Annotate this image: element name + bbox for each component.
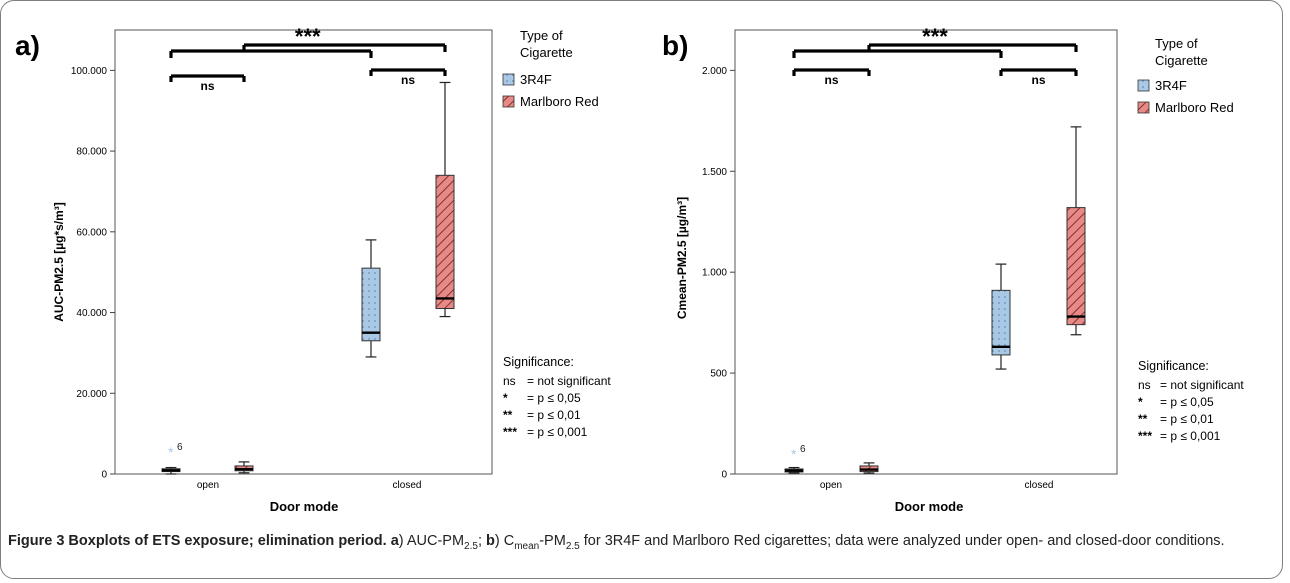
legend-b-item-3r4f: 3R4F (1155, 78, 1187, 93)
panel-a-boxes: * 6 (161, 81, 455, 475)
caption-b-text-3: for 3R4F and Marlboro Red cigarettes; da… (579, 533, 1225, 549)
legend-swatch-3r4f (502, 73, 515, 86)
legend-title-line2: Cigarette (520, 45, 573, 60)
figure-caption: Figure 3 Boxplots of ETS exposure; elimi… (8, 530, 1278, 558)
sig-b-text-1: = p ≤ 0,05 (1160, 395, 1214, 409)
legend-b-swatch-marlboro (1137, 101, 1150, 114)
significance-b-title: Significance: (1138, 359, 1209, 373)
sig-b-text-3: = p ≤ 0,001 (1160, 429, 1221, 443)
box-3r4f (991, 289, 1011, 356)
legend-item-marlboro: Marlboro Red (520, 94, 599, 109)
y-tick-label: 40.000 (76, 308, 107, 319)
outlier-label: 6 (177, 442, 183, 453)
sig-b-text-2: = p ≤ 0,01 (1160, 412, 1214, 426)
sig-text-0: = not significant (527, 374, 611, 388)
caption-a-sub: 2.5 (464, 540, 478, 552)
legend-swatch-marlboro (502, 95, 515, 108)
panel-b-x-tick-open: open (820, 480, 842, 491)
y-tick-label: 60.000 (76, 227, 107, 238)
panel-a: a) 0 20.000 40.000 60.000 80.000 100.000 * 6 n… (15, 24, 493, 514)
panel-b-significance: Significance: ns = not significant * = p… (1138, 359, 1244, 443)
panel-a-brackets: ns ns *** (169, 24, 447, 93)
panel-b-brackets: ns ns *** (792, 24, 1078, 87)
box-marlboro-red (1066, 207, 1086, 326)
y-tick-label: 100.000 (71, 66, 108, 77)
panel-a-legend: Type of Cigarette 3R4F Marlboro Red (502, 28, 599, 109)
legend-title-line1: Type of (520, 28, 563, 43)
sig-b-text-0: = not significant (1160, 378, 1244, 392)
y-tick-label: 500 (710, 369, 727, 380)
sig-sym-1: * (503, 391, 508, 405)
caption-b-sub-2: 2.5 (565, 540, 580, 552)
sig-sym-3: *** (503, 425, 517, 439)
bracket-label: ns (401, 73, 415, 87)
legend-b-swatch-3r4f (1137, 79, 1150, 92)
caption-title: Figure 3 Boxplots of ETS exposure; elimi… (8, 533, 387, 549)
panel-a-significance: Significance: ns = not significant * = p… (503, 355, 611, 439)
bracket-label-main: *** (922, 24, 948, 49)
bracket-label: ns (824, 73, 838, 87)
panel-a-x-axis-label: Door mode (270, 499, 339, 514)
panel-b: b) 0 500 1.000 1.500 2.000 * 6 ns ns *** open c… (662, 24, 1118, 514)
sig-text-2: = p ≤ 0,01 (527, 408, 581, 422)
sig-b-sym-2: ** (1138, 412, 1148, 426)
y-tick-label: 80.000 (76, 147, 107, 158)
y-tick-label: 20.000 (76, 389, 107, 400)
significance-title: Significance: (503, 355, 574, 369)
caption-b-sub-1: mean (514, 540, 540, 552)
panel-a-y-axis: 0 20.000 40.000 60.000 80.000 100.000 (71, 66, 115, 481)
sig-b-sym-3: *** (1138, 429, 1152, 443)
y-tick-label: 2.000 (702, 66, 727, 77)
y-tick-label: 1.000 (702, 268, 727, 279)
bracket-label-main: *** (295, 24, 321, 49)
panel-a-y-axis-label: AUC-PM2.5 [µg*s/m³] (52, 202, 66, 322)
box-3r4f (361, 267, 381, 342)
y-tick-label: 0 (101, 470, 107, 481)
caption-b-text-1: ) C (494, 533, 515, 549)
outlier-marker: * (791, 446, 797, 462)
panel-a-x-tick-closed: closed (393, 480, 422, 491)
sig-text-1: = p ≤ 0,05 (527, 391, 581, 405)
bracket-label: ns (1031, 73, 1045, 87)
sig-sym-0: ns (503, 374, 516, 388)
sig-sym-2: ** (503, 408, 513, 422)
panel-a-x-tick-open: open (197, 480, 219, 491)
legend-b-title-line1: Type of (1155, 36, 1198, 51)
panel-b-legend: Type of Cigarette 3R4F Marlboro Red (1137, 36, 1234, 115)
y-tick-label: 1.500 (702, 167, 727, 178)
panel-b-x-tick-closed: closed (1025, 480, 1054, 491)
caption-a-text: ) AUC-PM (398, 533, 465, 549)
panel-a-plot-area (114, 29, 493, 475)
sig-b-sym-0: ns (1138, 378, 1151, 392)
legend-b-item-marlboro: Marlboro Red (1155, 100, 1234, 115)
caption-a-letter: a (390, 533, 399, 549)
bracket-label: ns (200, 79, 214, 93)
panel-b-y-axis: 0 500 1.000 1.500 2.000 (702, 66, 735, 481)
legend-b-title-line2: Cigarette (1155, 53, 1208, 68)
outlier-label: 6 (800, 444, 806, 455)
panel-a-label: a) (15, 30, 40, 61)
y-tick-label: 0 (721, 470, 727, 481)
outlier-marker: * (168, 444, 174, 460)
legend-item-3r4f: 3R4F (520, 72, 552, 87)
panel-b-boxes: * 6 (784, 126, 1086, 474)
panel-b-x-axis-label: Door mode (895, 499, 964, 514)
caption-b-text-2: -PM (539, 533, 566, 549)
box-marlboro-red (435, 174, 455, 310)
panel-b-y-axis-label: Cmean-PM2.5 [µg/m³] (675, 197, 689, 319)
caption-sep: ; (477, 533, 486, 549)
sig-text-3: = p ≤ 0,001 (527, 425, 588, 439)
panel-b-plot-area (734, 29, 1118, 475)
caption-b-letter: b (486, 533, 495, 549)
sig-b-sym-1: * (1138, 395, 1143, 409)
panel-b-label: b) (662, 30, 688, 61)
